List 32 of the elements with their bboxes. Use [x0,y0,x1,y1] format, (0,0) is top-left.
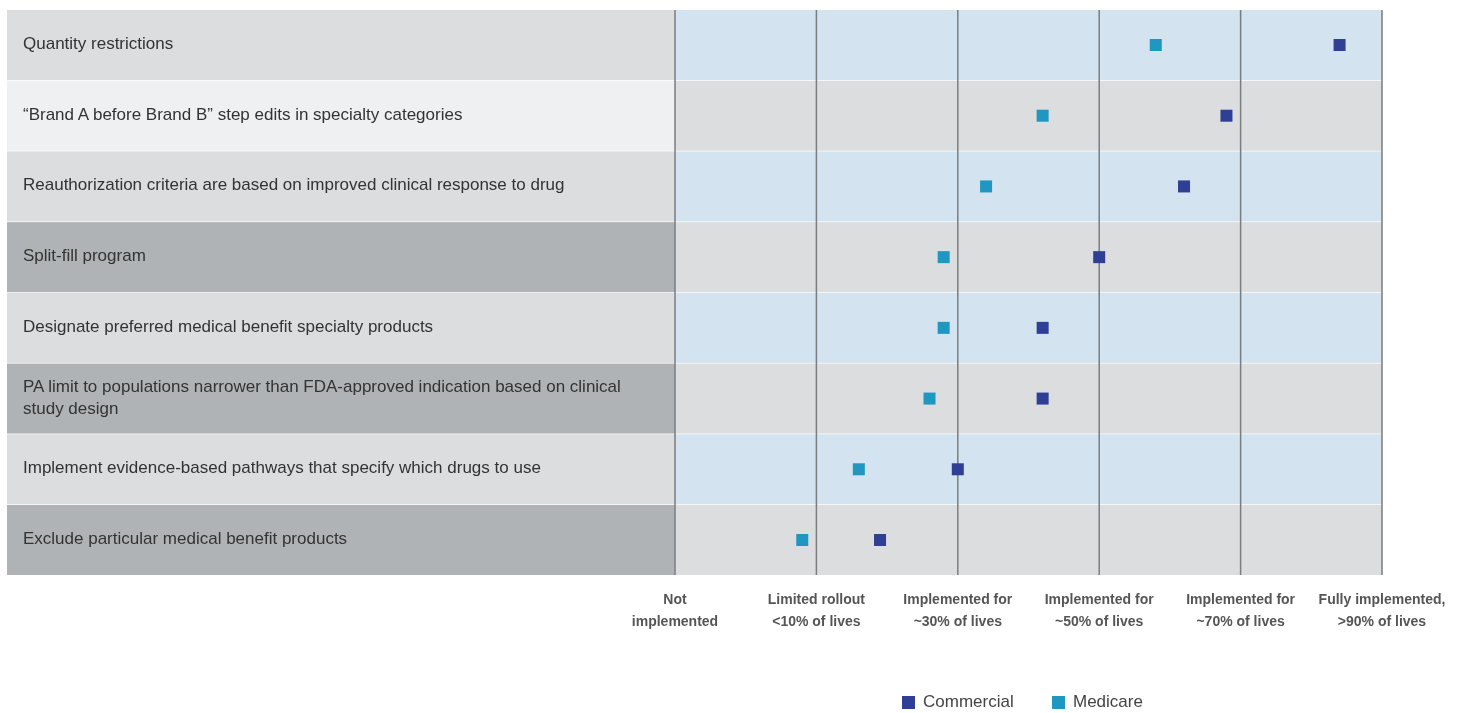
legend-label: Medicare [1073,692,1143,712]
point [1220,109,1233,122]
point [923,392,936,405]
legend-label: Commercial [923,692,1014,712]
point [1149,39,1162,51]
y-tick-label: PA limit to populations narrower than FDA-approved indication based on clinical study design [23,377,621,419]
point [937,321,950,334]
point [980,180,993,193]
point [951,463,964,476]
y-tick-label: Exclude particular medical benefit products [23,529,348,549]
y-tick-label: “Brand A before Brand B” step edits in specialty categories [23,105,463,125]
x-tick-label: Fully implemented, >90% of lives [1318,591,1446,629]
x-tick-label: Implemented for ~70% of lives [1186,591,1296,629]
y-tick-label: Quantity restrictions [23,34,174,54]
point [1036,392,1049,405]
point [1333,39,1346,51]
point [1093,251,1106,264]
point [937,251,950,264]
point [1178,180,1191,193]
x-tick-label: Implemented for ~30% of lives [903,591,1013,629]
y-tick-label: Designate preferred medical benefit specialty products [23,317,434,337]
point [852,463,865,476]
x-tick-label: Limited rollout <10% of lives [767,591,866,629]
point [874,534,887,546]
point [1036,109,1049,122]
y-tick-label: Implement evidence-based pathways that specify which drugs to use [23,458,541,478]
point [796,534,809,546]
y-tick-label: Split-fill program [23,246,146,266]
y-tick-label: Reauthorization criteria are based on improved clinical response to drug [23,175,565,195]
x-tick-label: Not implemented [631,591,719,629]
x-tick-label: Implemented for ~50% of lives [1044,591,1155,629]
point [1036,321,1049,334]
